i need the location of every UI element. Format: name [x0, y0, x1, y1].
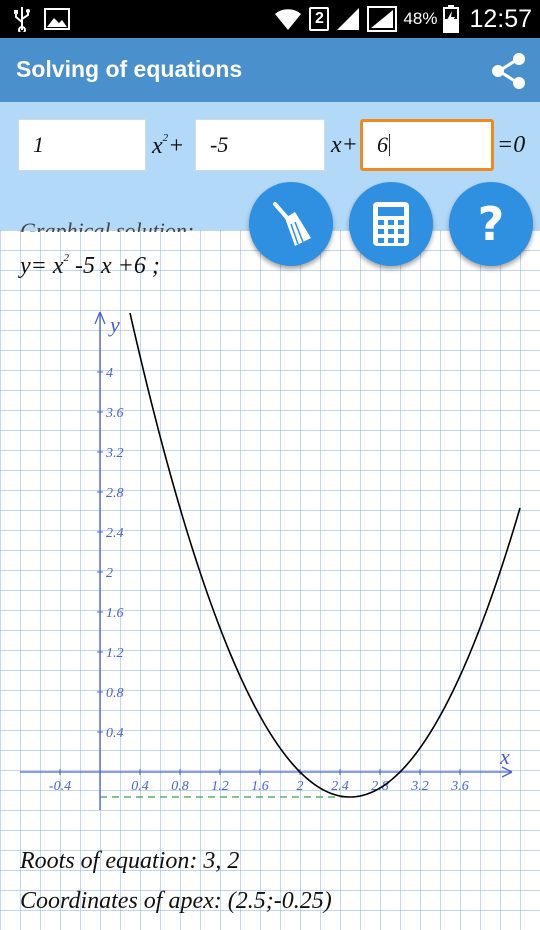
signal-icon	[337, 8, 360, 30]
x-axis-arrow	[501, 766, 513, 778]
wifi-icon	[275, 9, 302, 31]
roots-result: Roots of equation: 3, 2	[20, 848, 240, 874]
y-tick-label: 2	[106, 566, 113, 581]
apex-result: Coordinates of apex: (2.5;-0.25)	[20, 888, 332, 914]
x-tick-label: 3.6	[450, 779, 469, 794]
solution-heading: Graphical solution:	[20, 218, 195, 232]
coefficient-a-value: 1	[33, 132, 44, 157]
x-tick-label: 2	[297, 779, 304, 794]
coefficient-b-input[interactable]: -5	[195, 119, 325, 171]
x-tick-label: 3.2	[410, 779, 429, 794]
x-tick-label: 0.4	[131, 779, 149, 794]
y-tick-label: 3.2	[105, 446, 124, 461]
clock: 12:57	[469, 4, 532, 33]
y-tick-label: 4	[106, 366, 113, 381]
x-tick-label: 1.2	[211, 779, 229, 794]
battery-percent: 48%	[403, 9, 438, 28]
x-tick-label: 0.8	[171, 779, 189, 794]
coefficient-b-value: -5	[210, 132, 229, 157]
y-tick-label: 0.8	[106, 686, 124, 701]
function-formula: y= x2 -5 x +6 ;	[20, 252, 160, 279]
help-button[interactable]: ?	[449, 182, 533, 266]
solution-area: Graphical solution: y= x2 -5 x +6 ; x y -0…	[0, 218, 540, 930]
x-tick-label: 1.6	[251, 779, 269, 794]
coefficient-c-input[interactable]: 6	[360, 119, 494, 171]
equals-zero-label: =0	[497, 132, 526, 158]
y-tick-label: 2.4	[106, 526, 124, 541]
x-axis-label: x	[499, 744, 510, 769]
y-axis-label: y	[108, 312, 120, 337]
calculator-button[interactable]	[349, 182, 433, 266]
image-notification-icon	[44, 8, 70, 30]
x-label: x+	[331, 132, 358, 158]
y-tick-label: 1.2	[106, 646, 124, 661]
battery-charging-icon	[443, 5, 460, 33]
y-tick-label: 1.6	[106, 606, 124, 621]
broom-icon	[273, 202, 311, 246]
action-bar: Solving of equations	[0, 38, 540, 102]
calculator-icon	[373, 202, 409, 246]
coefficient-a-input[interactable]: 1	[18, 119, 146, 171]
app-title: Solving of equations	[16, 56, 243, 82]
signal-icon-2	[367, 6, 398, 32]
status-bar: 2 48% 12:57	[0, 0, 540, 38]
coefficient-c-value: 6	[377, 132, 388, 157]
text-cursor	[389, 134, 390, 156]
x-tick-label: 2.4	[331, 779, 349, 794]
share-icon	[492, 53, 525, 89]
y-tick-label: 3.6	[105, 406, 124, 421]
parabola-curve	[129, 312, 521, 798]
usb-icon	[14, 7, 30, 32]
x-tick-label: -0.4	[49, 779, 71, 794]
x-squared-label: x2+	[152, 132, 185, 159]
help-icon: ?	[477, 197, 505, 251]
clear-button[interactable]	[249, 182, 333, 266]
y-tick-label: 2.8	[106, 486, 124, 501]
y-tick-label: 0.4	[106, 726, 124, 741]
share-button[interactable]	[488, 50, 530, 92]
function-graph: x y -0.4 0.4 0.8 1.2 1.6 2 2.4 2.8 3.2 3.6 0.4 0.8 1.2…	[20, 311, 521, 810]
sim-slot-badge: 2	[309, 7, 330, 31]
y-axis-arrow	[94, 311, 106, 325]
